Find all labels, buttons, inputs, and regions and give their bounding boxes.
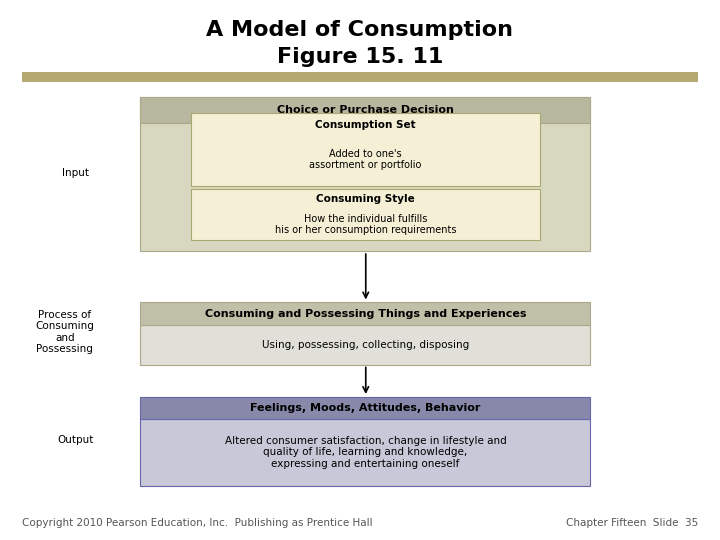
Text: Copyright 2010 Pearson Education, Inc.  Publishing as Prentice Hall: Copyright 2010 Pearson Education, Inc. P… — [22, 518, 372, 528]
Text: Consumption Set: Consumption Set — [315, 120, 415, 130]
Bar — [140, 325, 590, 364]
Text: Altered consumer satisfaction, change in lifestyle and
quality of life, learning: Altered consumer satisfaction, change in… — [225, 436, 506, 469]
Text: Added to one's
assortment or portfolio: Added to one's assortment or portfolio — [309, 148, 422, 171]
Text: Consuming Style: Consuming Style — [316, 194, 415, 205]
Text: Process of
Consuming
and
Possessing: Process of Consuming and Possessing — [35, 310, 94, 354]
Text: Consuming and Possessing Things and Experiences: Consuming and Possessing Things and Expe… — [204, 309, 526, 319]
Text: Choice or Purchase Decision: Choice or Purchase Decision — [277, 105, 454, 115]
Bar — [140, 397, 590, 418]
Text: How the individual fulfills
his or her consumption requirements: How the individual fulfills his or her c… — [274, 213, 456, 235]
Bar — [140, 97, 590, 123]
Text: Using, possessing, collecting, disposing: Using, possessing, collecting, disposing — [262, 340, 469, 350]
Text: Input: Input — [62, 168, 89, 178]
Bar — [140, 97, 590, 251]
Text: Output: Output — [58, 435, 94, 445]
Bar — [22, 72, 698, 82]
Bar — [140, 302, 590, 325]
Bar — [191, 189, 540, 240]
Bar — [140, 418, 590, 486]
Text: Chapter Fifteen  Slide  35: Chapter Fifteen Slide 35 — [566, 518, 698, 528]
Bar — [191, 113, 540, 186]
Text: Feelings, Moods, Attitudes, Behavior: Feelings, Moods, Attitudes, Behavior — [251, 403, 480, 413]
Text: A Model of Consumption: A Model of Consumption — [207, 19, 513, 40]
Text: Figure 15. 11: Figure 15. 11 — [276, 46, 444, 67]
